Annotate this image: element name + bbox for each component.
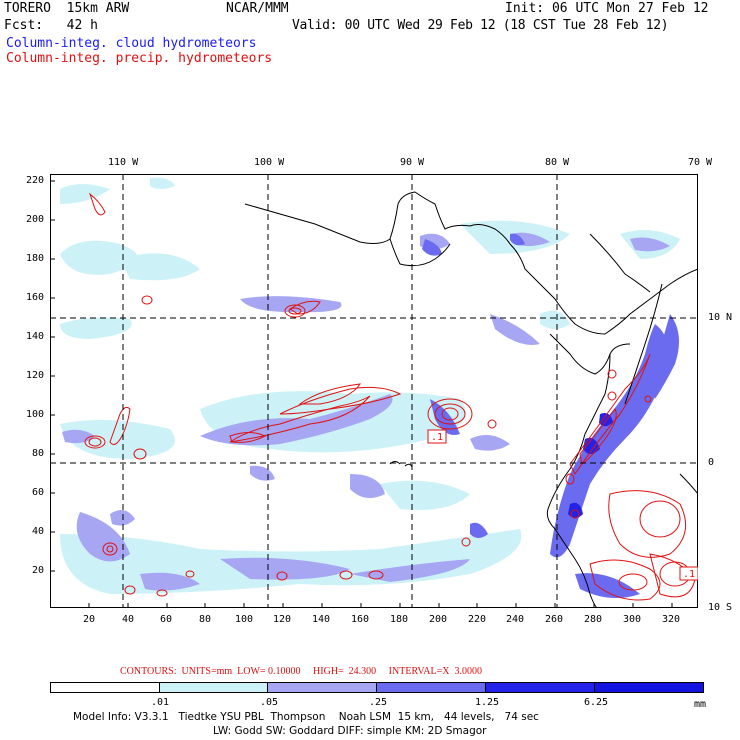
- y-tick-label: 100: [26, 409, 45, 420]
- contour-label: .1: [431, 432, 443, 443]
- y-tick-label: 200: [26, 214, 45, 225]
- colorbar-label: .25: [369, 697, 388, 708]
- x-tick-label: 300: [623, 614, 642, 625]
- colorbar-segment: [267, 682, 377, 693]
- y-tick-label: 180: [26, 253, 45, 264]
- colorbar-label: .05: [260, 697, 279, 708]
- x-tick-label: 220: [468, 614, 487, 625]
- y-tick-label: 120: [26, 370, 45, 381]
- colorbar-segment: [50, 682, 160, 693]
- x-tick-label: 20: [83, 614, 96, 625]
- y-tick-label: 160: [26, 292, 45, 303]
- y-tick-label: 80: [32, 448, 45, 459]
- x-tick-label: 200: [429, 614, 448, 625]
- x-tick-label: 100: [235, 614, 254, 625]
- grid-lines: [50, 174, 698, 608]
- x-tick-label: 160: [351, 614, 370, 625]
- map-frame: [50, 174, 698, 608]
- x-tick-label: 140: [312, 614, 331, 625]
- colorbar-segment: [485, 682, 595, 693]
- x-tick-label: 120: [273, 614, 292, 625]
- contour-label: .1: [683, 569, 695, 580]
- y-tick-label: 140: [26, 331, 45, 342]
- model-title: TORERO 15km ARW: [4, 1, 130, 16]
- x-tick-label: 260: [545, 614, 564, 625]
- colorbar-label: 6.25: [584, 697, 609, 708]
- lat-label-0: 0: [708, 457, 715, 468]
- colorbar-label: .01: [151, 697, 170, 708]
- colorbar-label: 1.25: [475, 697, 500, 708]
- y-tick-label: 40: [32, 526, 45, 537]
- x-tick-label: 240: [506, 614, 525, 625]
- valid-time: Valid: 00 UTC Wed 29 Feb 12 (18 CST Tue …: [292, 18, 669, 33]
- field-precip-label: Column-integ. precip. hydrometeors: [6, 51, 273, 66]
- lon-label-70w: 70 W: [688, 157, 713, 168]
- x-tick-label: 60: [160, 614, 173, 625]
- y-tick-label: 220: [26, 175, 45, 186]
- colorbar-segment: [594, 682, 704, 693]
- colorbar-segment: [159, 682, 268, 693]
- colorbar-unit: mm: [694, 699, 707, 710]
- y-tick-label: 20: [32, 565, 45, 576]
- contours-info: CONTOURS: UNITS=mm LOW= 0.10000 HIGH= 24…: [120, 666, 482, 677]
- forecast-hour: Fcst: 42 h: [4, 18, 98, 33]
- organization-label: NCAR/MMM: [226, 1, 289, 16]
- lon-label-80w: 80 W: [545, 157, 570, 168]
- init-time: Init: 06 UTC Mon 27 Feb 12: [505, 1, 709, 16]
- lat-label-10s: 10 S: [708, 602, 733, 613]
- lon-label-90w: 90 W: [400, 157, 425, 168]
- contour-label-boxes: [427, 429, 698, 581]
- y-tick-label: 60: [32, 487, 45, 498]
- x-tick-label: 320: [662, 614, 681, 625]
- field-cloud-label: Column-integ. cloud hydrometeors: [6, 36, 257, 51]
- colorbar-segment: [376, 682, 486, 693]
- model-info-line1: Model Info: V3.3.1 Tiedtke YSU PBL Thomp…: [73, 711, 539, 723]
- x-tick-label: 40: [122, 614, 135, 625]
- coastlines: [244, 191, 698, 608]
- x-tick-label: 280: [584, 614, 603, 625]
- lon-label-100w: 100 W: [254, 157, 285, 168]
- x-tick-label: 80: [199, 614, 212, 625]
- x-tick-label: 180: [390, 614, 409, 625]
- map-panel: .1 .1: [50, 174, 698, 608]
- model-info-line2: LW: Godd SW: Goddard DIFF: simple KM: 2D…: [213, 725, 487, 737]
- precip-contours: [84, 192, 696, 601]
- lat-label-10n: 10 N: [708, 312, 733, 323]
- lon-label-110w: 110 W: [108, 157, 139, 168]
